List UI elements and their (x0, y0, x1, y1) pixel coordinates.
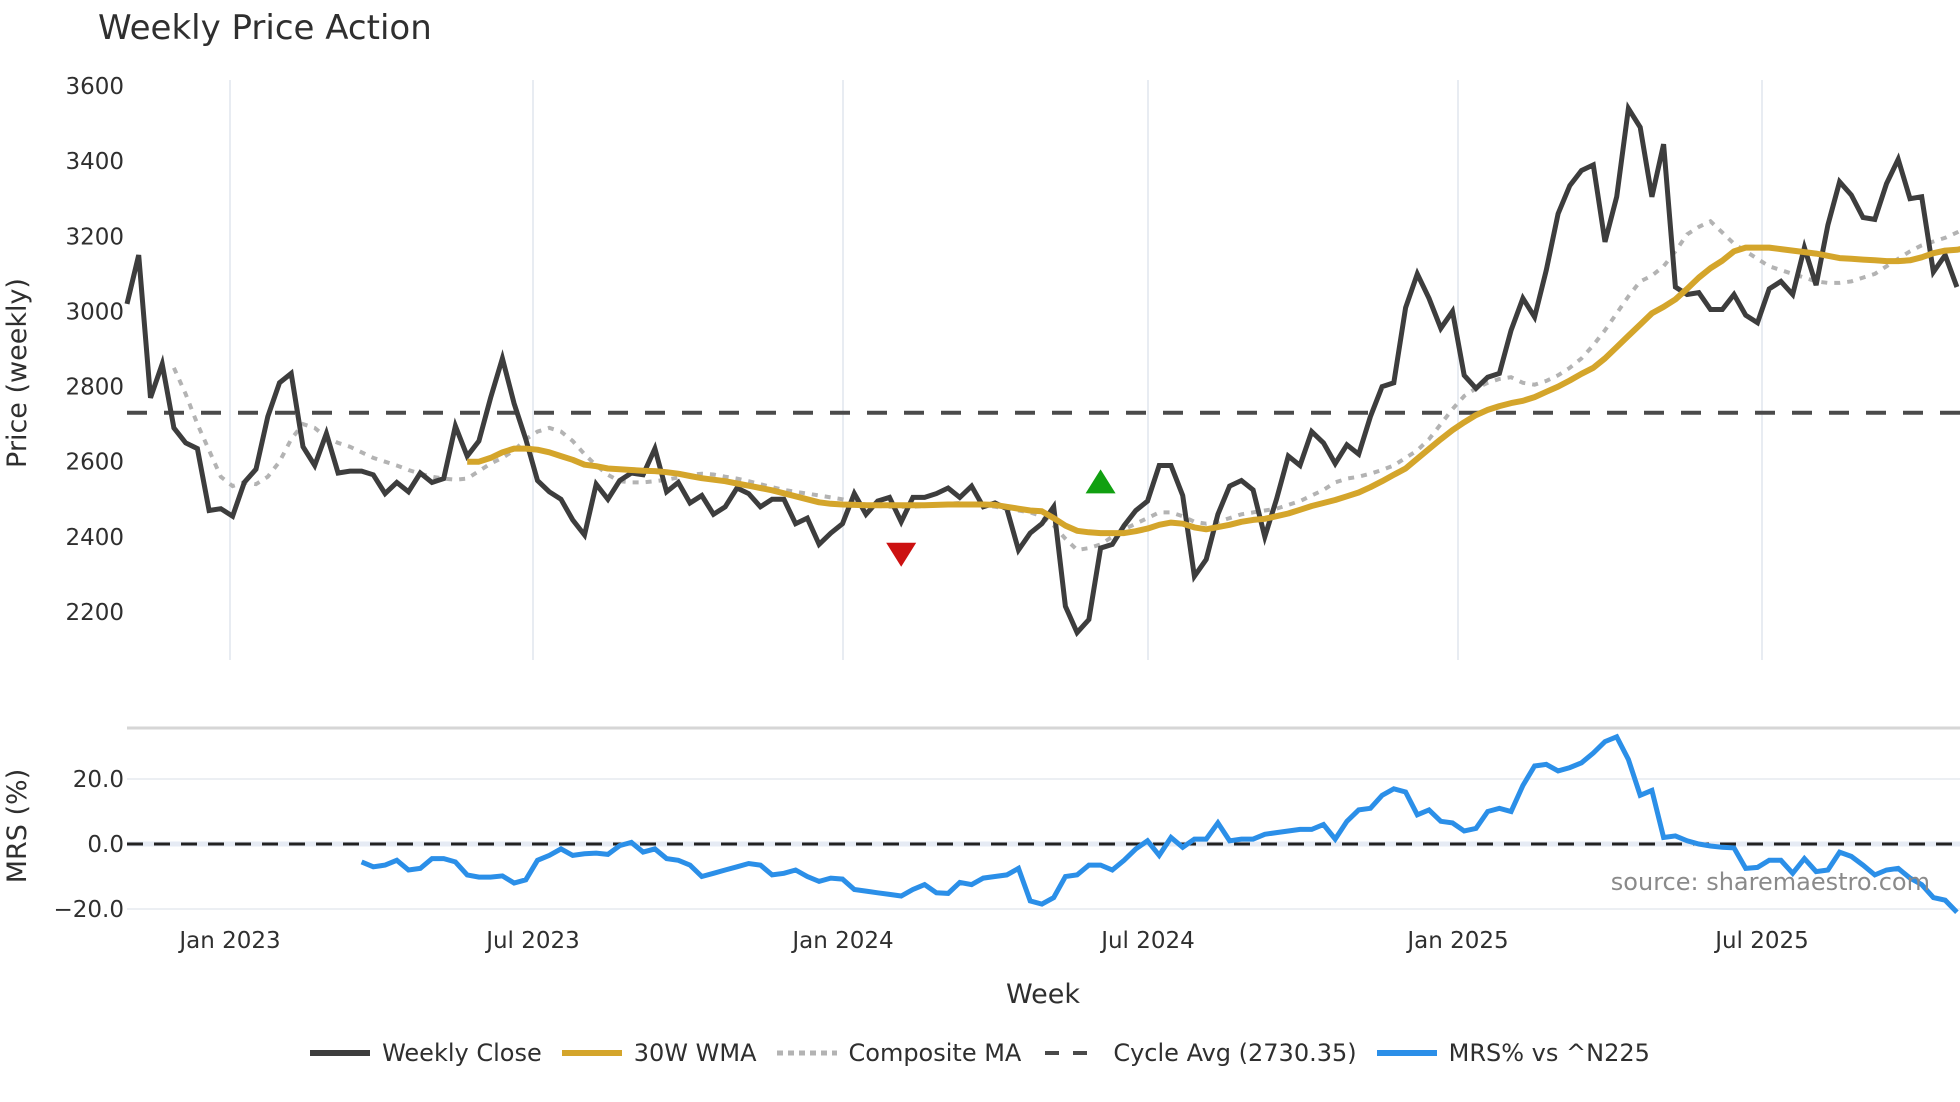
y-tick-label: 2400 (65, 525, 124, 551)
weekly-close-line (124, 101, 1960, 638)
price-y-axis-ticks: 2200 2400 2600 2800 3000 3200 3400 3600 (65, 74, 124, 626)
x-axis-ticks: Jan 2023 Jul 2023 Jan 2024 Jul 2024 Jan 2025… (177, 928, 1808, 954)
mrs-series (360, 733, 1959, 915)
legend-item-weekly-close[interactable]: Weekly Close (310, 1039, 542, 1067)
price-series (124, 101, 1960, 638)
legend-label: 30W WMA (633, 1039, 757, 1067)
sell-signal-triangle-down-icon (886, 542, 917, 567)
x-axis-title: Week (1006, 979, 1080, 1010)
legend-label: Weekly Close (382, 1039, 542, 1067)
price-y-axis-title: Price (weekly) (2, 278, 33, 468)
legend-item-mrs[interactable]: MRS% vs ^N225 (1376, 1039, 1650, 1067)
reference-lines (127, 410, 1960, 846)
legend-item-30w-wma[interactable]: 30W WMA (561, 1039, 757, 1067)
mrs-line (360, 733, 1959, 915)
y-tick-label: 3200 (65, 224, 124, 250)
y-tick-label: 2200 (65, 600, 124, 626)
legend-label: Cycle Avg (2730.35) (1113, 1039, 1357, 1067)
mrs-tick-label: 0.0 (87, 832, 124, 858)
mrs-y-axis-ticks: 20.0 0.0 −20.0 (54, 767, 124, 923)
line-solid-dark-icon (310, 1050, 371, 1056)
x-tick-label: Jan 2024 (790, 928, 893, 954)
legend: Weekly Close 30W WMA Composite MA Cycle … (0, 1036, 1960, 1070)
composite-ma-line (172, 218, 1960, 553)
chart-title: Weekly Price Action (98, 8, 432, 48)
legend-item-cycle-avg[interactable]: Cycle Avg (2730.35) (1041, 1039, 1357, 1067)
mrs-tick-label: −20.0 (54, 897, 124, 923)
line-dotted-gray-icon (776, 1050, 837, 1056)
source-note: source: sharemaestro.com (1610, 868, 1930, 896)
y-tick-label: 3600 (65, 74, 124, 100)
y-tick-label: 2600 (65, 450, 124, 476)
x-tick-label: Jan 2023 (177, 928, 280, 954)
x-tick-label: Jul 2024 (1099, 928, 1195, 954)
gridlines (127, 80, 1960, 910)
line-solid-blue-icon (1376, 1050, 1437, 1056)
buy-signal-triangle-up-icon (1085, 469, 1116, 494)
y-tick-label: 3400 (65, 149, 124, 175)
legend-label: Composite MA (848, 1039, 1022, 1067)
x-tick-label: Jul 2025 (1713, 928, 1809, 954)
legend-item-composite-ma[interactable]: Composite MA (776, 1039, 1022, 1067)
x-tick-label: Jan 2025 (1405, 928, 1508, 954)
mrs-tick-label: 20.0 (73, 767, 124, 793)
x-tick-label: Jul 2023 (484, 928, 580, 954)
mrs-y-axis-title: MRS (%) (2, 769, 33, 884)
wma-line (467, 244, 1960, 537)
signal-markers (886, 469, 1116, 567)
line-dashed-icon (1045, 1051, 1102, 1055)
y-tick-label: 3000 (65, 299, 124, 325)
line-solid-gold-icon (561, 1050, 622, 1056)
y-tick-label: 2800 (65, 375, 124, 401)
legend-label: MRS% vs ^N225 (1448, 1039, 1650, 1067)
